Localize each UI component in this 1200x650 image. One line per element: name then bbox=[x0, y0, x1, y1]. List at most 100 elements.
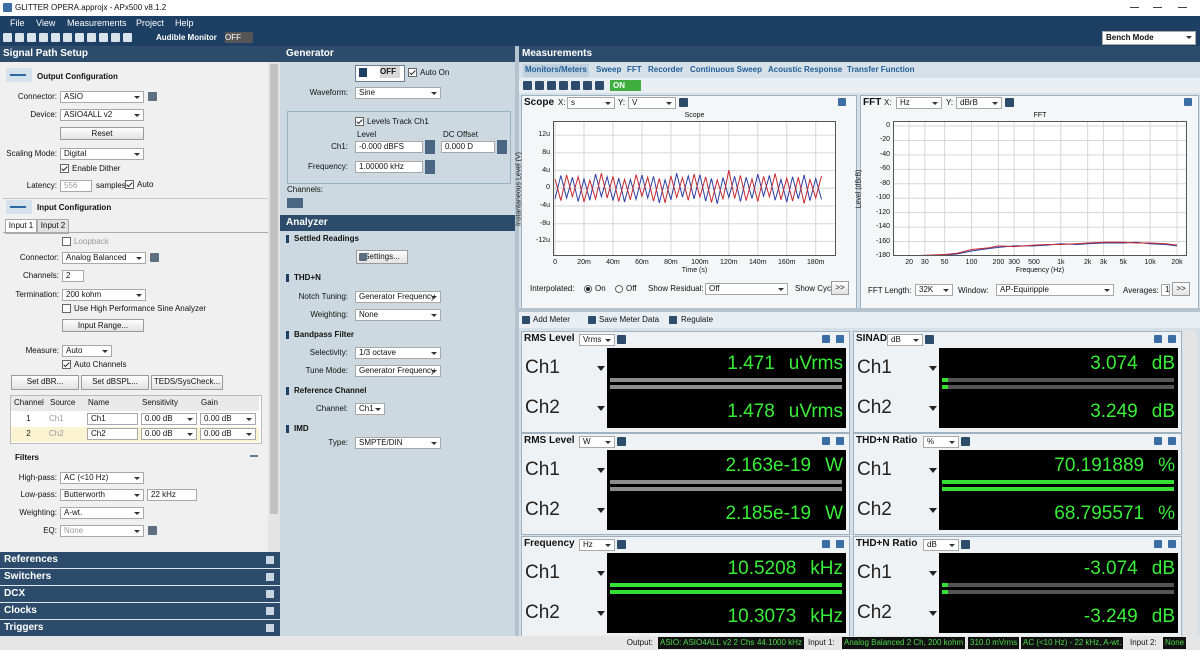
tabs[interactable]: Sweep bbox=[596, 65, 622, 74]
unit[interactable]: Hz bbox=[579, 539, 615, 551]
fft-length[interactable]: 32K bbox=[915, 284, 953, 296]
menu[interactable]: File bbox=[10, 18, 25, 28]
frequency[interactable]: 1.00000 kHz bbox=[355, 161, 423, 173]
checkbox[interactable] bbox=[62, 237, 71, 246]
lowpass-freq[interactable]: 22 kHz bbox=[147, 489, 197, 501]
x-unit[interactable]: Hz bbox=[896, 97, 942, 109]
termination[interactable]: 200 kohm bbox=[62, 289, 146, 301]
measure[interactable]: Auto bbox=[62, 345, 112, 357]
rows[interactable]: Ch2 bbox=[87, 428, 138, 440]
lowpass[interactable]: Butterworth bbox=[60, 489, 144, 501]
scaling[interactable]: Digital bbox=[60, 148, 144, 160]
input-range[interactable]: Input Range... bbox=[62, 319, 144, 332]
output: ASIO: ASIO4ALL v2 2 Chs bbox=[658, 637, 757, 649]
rows[interactable]: 0.00 dB bbox=[200, 428, 256, 440]
rows[interactable]: Ch1 bbox=[87, 413, 138, 425]
x-unit[interactable]: s bbox=[567, 97, 615, 109]
reset[interactable]: Reset bbox=[60, 127, 144, 140]
frequency-label: Frequency: bbox=[307, 162, 348, 171]
channels[interactable]: 2 bbox=[62, 270, 84, 282]
buttons[interactable]: Set dBR... bbox=[11, 375, 79, 390]
rows[interactable]: 0.00 dB bbox=[141, 413, 197, 425]
waveform-label: Waveform: bbox=[309, 88, 348, 97]
checkbox[interactable] bbox=[62, 304, 71, 313]
notch-tuning[interactable]: Generator Frequency bbox=[355, 291, 441, 303]
channel: Ch1 bbox=[525, 357, 560, 378]
device[interactable]: ASIO4ALL v2 bbox=[60, 109, 144, 121]
tabs[interactable]: Continuous Sweep bbox=[690, 65, 762, 74]
level-bar bbox=[942, 480, 1174, 484]
in-connector[interactable]: Analog Balanced bbox=[62, 252, 146, 264]
buttons[interactable]: TEDS/SysCheck... bbox=[151, 375, 223, 390]
sections[interactable]: DCX bbox=[4, 588, 26, 599]
label: 140m bbox=[749, 259, 767, 266]
label: -12u bbox=[535, 237, 550, 245]
unit[interactable]: dB bbox=[923, 539, 959, 551]
checkbox[interactable] bbox=[60, 164, 69, 173]
meter-toolbar[interactable]: Regulate bbox=[681, 315, 714, 324]
icon bbox=[75, 33, 84, 42]
menu[interactable]: Project bbox=[136, 18, 165, 28]
meter-toolbar[interactable]: Add Meter bbox=[533, 315, 570, 324]
menu[interactable]: Measurements bbox=[67, 18, 127, 28]
sections[interactable]: Clocks bbox=[4, 605, 37, 616]
channel[interactable]: Ch1 bbox=[355, 403, 385, 415]
rows[interactable]: 0.00 dB bbox=[200, 413, 256, 425]
tabs[interactable]: Input 1 bbox=[5, 219, 37, 234]
more[interactable]: >> bbox=[1172, 282, 1190, 296]
meter-toolbar[interactable]: Save Meter Data bbox=[599, 315, 660, 324]
ch1-level[interactable]: -0.000 dBFS bbox=[355, 141, 423, 153]
menu[interactable]: View bbox=[36, 18, 56, 28]
averages[interactable]: 1 bbox=[1161, 284, 1170, 296]
settings[interactable]: Settings... bbox=[356, 250, 408, 264]
more[interactable]: >> bbox=[831, 281, 849, 295]
selectivity[interactable]: 1/3 octave bbox=[355, 347, 441, 359]
eq[interactable]: None bbox=[60, 525, 144, 537]
highpass[interactable]: AC (<10 Hz) bbox=[60, 472, 144, 484]
show-residual[interactable]: Off bbox=[705, 283, 788, 295]
tabs[interactable]: Transfer Function bbox=[847, 65, 915, 74]
channel: Ch1 bbox=[525, 459, 560, 480]
waveform[interactable]: Sine bbox=[355, 87, 441, 99]
tab-line bbox=[3, 232, 268, 233]
tabs[interactable]: Recorder bbox=[648, 65, 684, 74]
meter-value: 2.163e-19 bbox=[725, 455, 812, 476]
sections[interactable]: Triggers bbox=[4, 622, 44, 633]
unit[interactable]: W bbox=[579, 436, 615, 448]
y-unit[interactable]: V bbox=[628, 97, 676, 109]
checkbox[interactable] bbox=[408, 68, 417, 77]
tabs[interactable]: Input 2 bbox=[37, 219, 69, 234]
channel-arrow bbox=[929, 611, 937, 620]
ch1-dc-offset[interactable]: 0.000 D bbox=[441, 141, 495, 153]
tabs[interactable]: FFT bbox=[627, 65, 642, 74]
buttons[interactable]: Set dBSPL... bbox=[81, 375, 149, 390]
menu[interactable]: Help bbox=[175, 18, 194, 28]
tune-mode[interactable]: Generator Frequency bbox=[355, 365, 441, 377]
weighting[interactable]: A-wt. bbox=[60, 507, 144, 519]
sections[interactable]: References bbox=[4, 554, 58, 565]
type[interactable]: SMPTE/DIN bbox=[355, 437, 441, 449]
tabs[interactable]: Monitors/Meters bbox=[523, 64, 589, 77]
y-unit[interactable]: dBrB bbox=[956, 97, 1002, 109]
meter-reading: 3.074 dB bbox=[941, 353, 1175, 375]
checkbox[interactable] bbox=[125, 180, 134, 189]
plot-frame bbox=[893, 121, 1187, 256]
latency[interactable]: 556 bbox=[60, 180, 92, 192]
checkbox[interactable] bbox=[355, 117, 364, 126]
unit[interactable]: Vrms bbox=[579, 334, 615, 346]
unit[interactable]: % bbox=[923, 436, 959, 448]
tabs[interactable]: Acoustic Response bbox=[768, 65, 843, 74]
title: Measurements bbox=[522, 48, 593, 59]
bench-mode[interactable]: Bench Mode bbox=[1102, 31, 1196, 45]
window[interactable]: AP-Equiripple bbox=[996, 284, 1114, 296]
checkbox[interactable] bbox=[62, 360, 71, 369]
icon bbox=[99, 33, 108, 42]
sections[interactable]: Switchers bbox=[4, 571, 52, 582]
meter-reading: 2.163e-19 W bbox=[609, 455, 843, 477]
unit[interactable]: dB bbox=[887, 334, 923, 346]
weighting[interactable]: None bbox=[355, 309, 441, 321]
radio bbox=[615, 285, 623, 293]
rows[interactable]: 0.00 dB bbox=[141, 428, 197, 440]
connector[interactable]: ASIO bbox=[60, 91, 144, 103]
meter-reading: -3.074 dB bbox=[941, 558, 1175, 580]
